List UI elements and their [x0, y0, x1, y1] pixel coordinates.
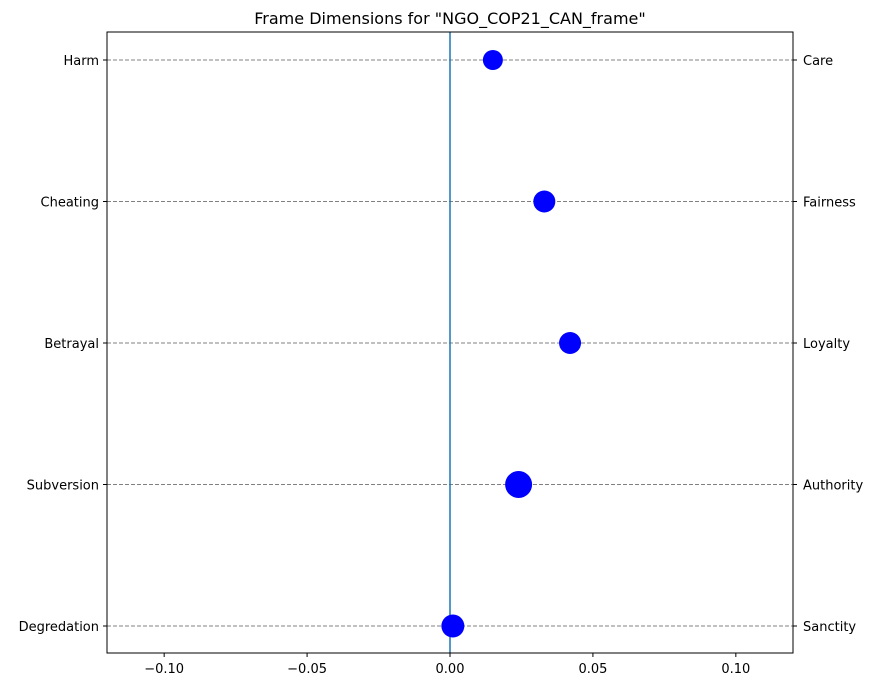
y-left-tick-label: Degredation — [19, 620, 99, 635]
x-tick-label: 0.10 — [721, 662, 750, 677]
y-right-tick-label: Care — [803, 54, 833, 69]
x-tick-label: −0.10 — [144, 662, 184, 677]
y-right-tick-label: Fairness — [803, 196, 856, 211]
y-right-tick-label: Loyalty — [803, 337, 850, 352]
points-layer — [441, 50, 582, 638]
y-left-tick-label: Subversion — [27, 479, 99, 494]
y-right-tick-label: Sanctity — [803, 620, 856, 635]
y-left-tick-label: Harm — [63, 54, 99, 69]
data-point — [559, 332, 582, 354]
x-axis: −0.10 −0.05 0.00 0.05 0.10 — [144, 653, 750, 677]
y-left-tick-label: Betrayal — [44, 337, 99, 352]
x-tick-label: −0.05 — [287, 662, 327, 677]
data-point — [505, 471, 533, 498]
data-point — [533, 190, 556, 213]
chart-title: Frame Dimensions for "NGO_COP21_CAN_fram… — [254, 9, 645, 29]
y-right-tick-label: Authority — [803, 479, 863, 494]
right-axis: Care Fairness Loyalty Authority Sanctity — [793, 54, 863, 635]
y-left-tick-label: Cheating — [41, 196, 99, 211]
x-tick-label: 0.00 — [436, 662, 465, 677]
data-point — [441, 614, 465, 638]
data-point — [482, 50, 503, 70]
x-tick-label: 0.05 — [578, 662, 607, 677]
left-axis: Harm Cheating Betrayal Subversion Degredatio… — [19, 54, 107, 635]
